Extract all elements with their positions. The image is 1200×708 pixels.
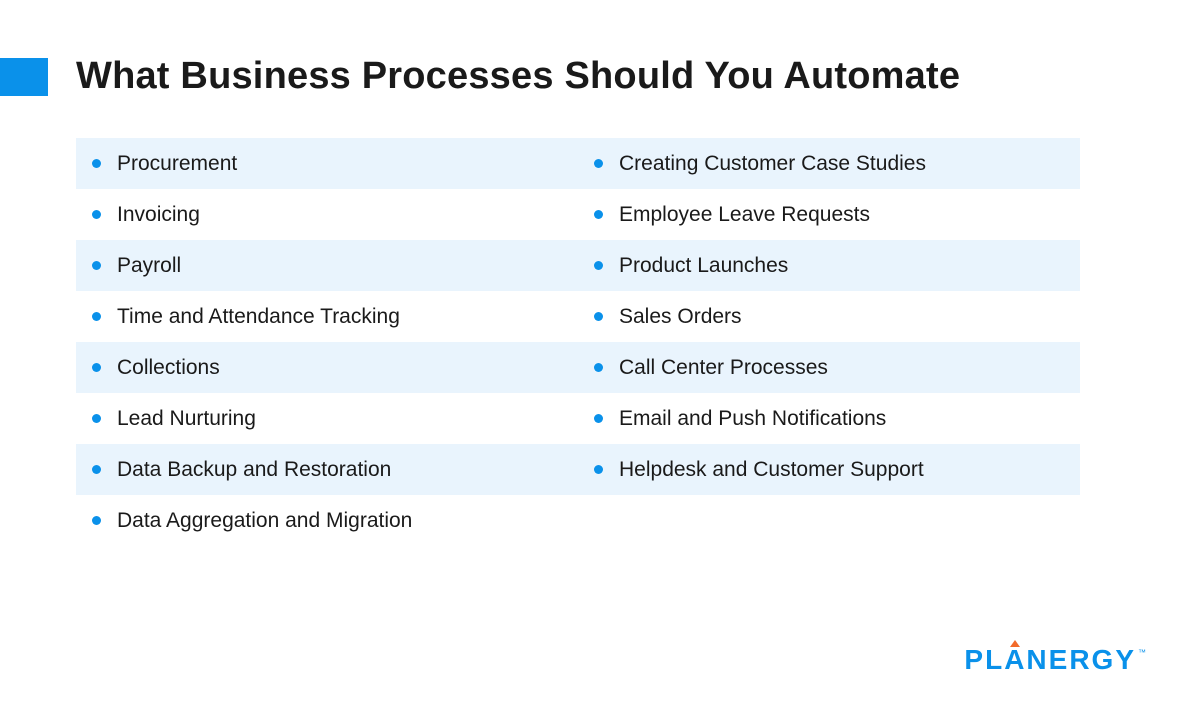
bullet-icon — [594, 312, 603, 321]
logo-text-part: NERGY — [1026, 644, 1136, 676]
column-right: Creating Customer Case Studies Employee … — [578, 138, 1080, 546]
column-left: Procurement Invoicing Payroll Time and A… — [76, 138, 578, 546]
list-item: Invoicing — [76, 189, 578, 240]
item-label: Procurement — [117, 152, 237, 176]
list-item: Employee Leave Requests — [578, 189, 1080, 240]
item-label: Helpdesk and Customer Support — [619, 458, 924, 482]
item-label: Payroll — [117, 254, 181, 278]
list-item: Sales Orders — [578, 291, 1080, 342]
logo-text-part: PL — [964, 644, 1004, 676]
bullet-icon — [92, 465, 101, 474]
list-item: Data Aggregation and Migration — [76, 495, 578, 546]
bullet-icon — [594, 261, 603, 270]
bullet-icon — [92, 159, 101, 168]
list-item: Data Backup and Restoration — [76, 444, 578, 495]
item-label: Sales Orders — [619, 305, 742, 329]
bullet-icon — [92, 516, 101, 525]
planergy-logo: PLANERGY™ — [964, 644, 1148, 676]
bullet-icon — [594, 465, 603, 474]
item-label: Call Center Processes — [619, 356, 828, 380]
bullet-icon — [594, 363, 603, 372]
bullet-icon — [92, 363, 101, 372]
bullet-icon — [92, 261, 101, 270]
list-item: Payroll — [76, 240, 578, 291]
logo-a-letter: A — [1004, 644, 1026, 676]
item-label: Creating Customer Case Studies — [619, 152, 926, 176]
accent-block — [0, 58, 48, 96]
item-label: Invoicing — [117, 203, 200, 227]
bullet-icon — [92, 414, 101, 423]
list-item: Creating Customer Case Studies — [578, 138, 1080, 189]
item-label: Lead Nurturing — [117, 407, 256, 431]
list-item: Call Center Processes — [578, 342, 1080, 393]
list-item: Product Launches — [578, 240, 1080, 291]
list-item: Email and Push Notifications — [578, 393, 1080, 444]
list-item: Time and Attendance Tracking — [76, 291, 578, 342]
logo-accent-icon — [1010, 640, 1020, 647]
list-item: Lead Nurturing — [76, 393, 578, 444]
item-label: Time and Attendance Tracking — [117, 305, 400, 329]
bullet-icon — [92, 312, 101, 321]
item-label: Email and Push Notifications — [619, 407, 886, 431]
header: What Business Processes Should You Autom… — [0, 0, 1200, 98]
item-label: Data Aggregation and Migration — [117, 509, 412, 533]
list-container: Procurement Invoicing Payroll Time and A… — [0, 138, 1200, 546]
item-label: Collections — [117, 356, 220, 380]
list-item: Helpdesk and Customer Support — [578, 444, 1080, 495]
list-item: Collections — [76, 342, 578, 393]
item-label: Employee Leave Requests — [619, 203, 870, 227]
item-label: Product Launches — [619, 254, 788, 278]
bullet-icon — [92, 210, 101, 219]
bullet-icon — [594, 210, 603, 219]
item-label: Data Backup and Restoration — [117, 458, 391, 482]
list-item: Procurement — [76, 138, 578, 189]
bullet-icon — [594, 159, 603, 168]
bullet-icon — [594, 414, 603, 423]
page-title: What Business Processes Should You Autom… — [76, 55, 960, 98]
logo-tm: ™ — [1138, 648, 1148, 657]
